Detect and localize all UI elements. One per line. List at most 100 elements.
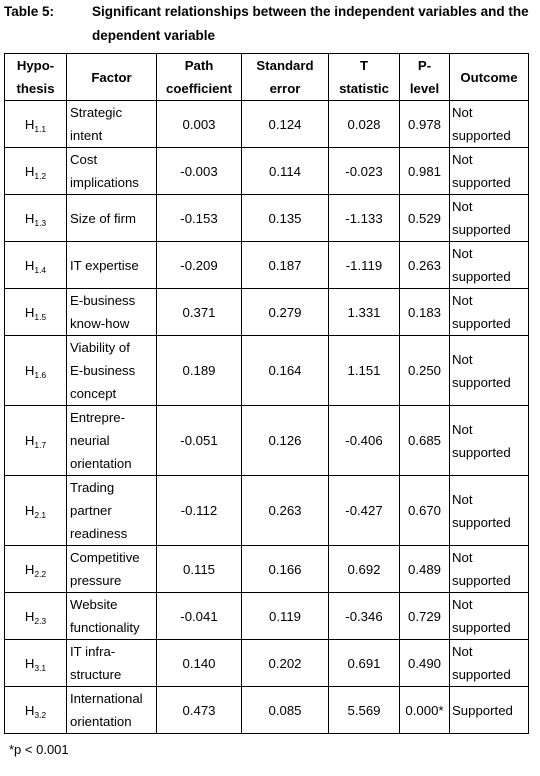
hypothesis-number: 1.3 (34, 217, 47, 228)
cell-outcome: Not supported (449, 147, 529, 195)
cell-standard-error: 0.085 (241, 686, 329, 734)
outcome-line: supported (452, 175, 511, 190)
hypothesis-label: H1.5 (25, 301, 46, 324)
hypothesis-number: 3.2 (34, 709, 47, 720)
hypothesis-label: H1.3 (25, 207, 46, 230)
cell-standard-error: 0.202 (241, 639, 329, 687)
cell-p-level: 0.670 (399, 475, 450, 546)
cell-hypothesis: H1.4 (4, 241, 67, 289)
cell-hypothesis: H1.2 (4, 147, 67, 195)
cell-t-statistic: 5.569 (328, 686, 400, 734)
cell-t-statistic: 0.692 (328, 545, 400, 593)
header-se-line: Standard (256, 58, 314, 73)
cell-p-level: 0.685 (399, 405, 450, 476)
cell-factor: Size of firm (66, 194, 157, 242)
cell-standard-error: 0.187 (241, 241, 329, 289)
cell-standard-error: 0.263 (241, 475, 329, 546)
cell-path-coefficient: -0.041 (156, 592, 242, 640)
cell-factor: International orientation (66, 686, 157, 734)
cell-factor: Cost implications (66, 147, 157, 195)
factor-line: partner (70, 503, 112, 518)
table-title: Significant relationships between the in… (92, 4, 529, 43)
cell-outcome: Not supported (449, 405, 529, 476)
outcome-line: supported (452, 269, 511, 284)
outcome-line: supported (452, 444, 511, 460)
cell-path-coefficient: 0.140 (156, 639, 242, 687)
factor-line: International (70, 691, 143, 706)
header-hypothesis: Hypo- thesis (4, 53, 67, 101)
hypothesis-number: 2.3 (34, 615, 47, 626)
hypothesis-number: 1.4 (34, 264, 47, 275)
header-t-line: statistic (339, 81, 389, 96)
hypothesis-letter: H (24, 561, 35, 577)
header-path-coefficient: Path coefficient (156, 53, 242, 101)
hypothesis-letter: H (24, 257, 35, 273)
cell-standard-error: 0.135 (241, 194, 329, 242)
outcome-line: Not (452, 246, 473, 261)
cell-t-statistic: -0.406 (328, 405, 400, 476)
table-row: H3.1 IT infra-structure 0.140 0.202 0.691 0.4… (4, 639, 529, 687)
cell-hypothesis: H3.2 (4, 686, 67, 734)
cell-path-coefficient: 0.003 (156, 100, 242, 148)
cell-standard-error: 0.114 (241, 147, 329, 195)
outcome-line: supported (452, 374, 511, 390)
header-se-line: error (269, 81, 301, 96)
hypothesis-number: 1.5 (34, 311, 47, 322)
outcome-line: Not (452, 550, 473, 565)
cell-outcome: Supported (449, 686, 529, 734)
cell-p-level: 0.183 (399, 288, 450, 336)
cell-p-level: 0.978 (399, 100, 450, 148)
cell-outcome: Not supported (449, 288, 529, 336)
hypothesis-label: H2.3 (25, 605, 46, 628)
cell-factor: Competitive pressure (66, 545, 157, 593)
header-hypothesis-line: thesis (16, 81, 55, 96)
cell-path-coefficient: -0.112 (156, 475, 242, 546)
cell-path-coefficient: -0.153 (156, 194, 242, 242)
hypothesis-number: 1.1 (34, 123, 47, 134)
hypothesis-label: H3.1 (25, 652, 46, 675)
table-row: H1.4 IT expertise -0.209 0.187 -1.119 0.263 No… (4, 241, 529, 289)
hypothesis-label: H2.1 (25, 499, 46, 522)
cell-t-statistic: 1.331 (328, 288, 400, 336)
hypothesis-number: 1.6 (34, 370, 47, 380)
outcome-line: supported (452, 573, 511, 588)
factor-line: Strategic (70, 105, 123, 120)
cell-t-statistic: 0.028 (328, 100, 400, 148)
cell-p-level: 0.000* (399, 686, 450, 734)
factor-line: Entrepre- (70, 410, 125, 425)
table-row: H2.1 Trading partner readiness -0.112 0.263 -0… (4, 475, 529, 546)
table-label: Table 5: (4, 4, 55, 19)
header-t-line: T (359, 58, 369, 73)
hypothesis-letter: H (24, 503, 35, 518)
hypothesis-letter: H (24, 304, 35, 320)
factor-line: orientation (70, 714, 132, 729)
factor-line: Website (70, 597, 118, 612)
footnote: *p < 0.001 (9, 742, 69, 757)
hypothesis-label: H1.7 (25, 429, 46, 452)
cell-standard-error: 0.166 (241, 545, 329, 593)
cell-outcome: Not supported (449, 194, 529, 242)
header-factor: Factor (66, 53, 157, 101)
table-row: H1.5 E-business know-how 0.371 0.279 1.331 0.1… (4, 288, 529, 336)
outcome-line: Not (452, 293, 473, 308)
cell-t-statistic: -0.023 (328, 147, 400, 195)
results-table: Hypo- thesis Factor Path coefficient Sta… (4, 53, 529, 734)
factor-line: orientation (70, 456, 132, 471)
table-body: H1.1 Strategic intent 0.003 0.124 0.028 0.978 N… (4, 100, 529, 734)
outcome-line: supported (452, 620, 511, 635)
outcome-line: Not (452, 105, 473, 120)
cell-outcome: Not supported (449, 545, 529, 593)
cell-factor: Trading partner readiness (66, 475, 157, 546)
outcome-line: Not (452, 421, 473, 437)
cell-factor: Entrepre-neurial orientation (66, 405, 157, 476)
cell-standard-error: 0.164 (241, 335, 329, 406)
cell-hypothesis: H1.7 (4, 405, 67, 476)
outcome-line: supported (452, 222, 511, 237)
factor-line: implications (70, 175, 139, 190)
cell-hypothesis: H1.1 (4, 100, 67, 148)
factor-line: Size of firm (70, 210, 136, 226)
hypothesis-label: H2.2 (25, 558, 46, 581)
header-standard-error: Standard error (241, 53, 329, 101)
table-row: H1.7 Entrepre-neurial orientation -0.051 0.1… (4, 405, 529, 476)
cell-factor: Website functionality (66, 592, 157, 640)
